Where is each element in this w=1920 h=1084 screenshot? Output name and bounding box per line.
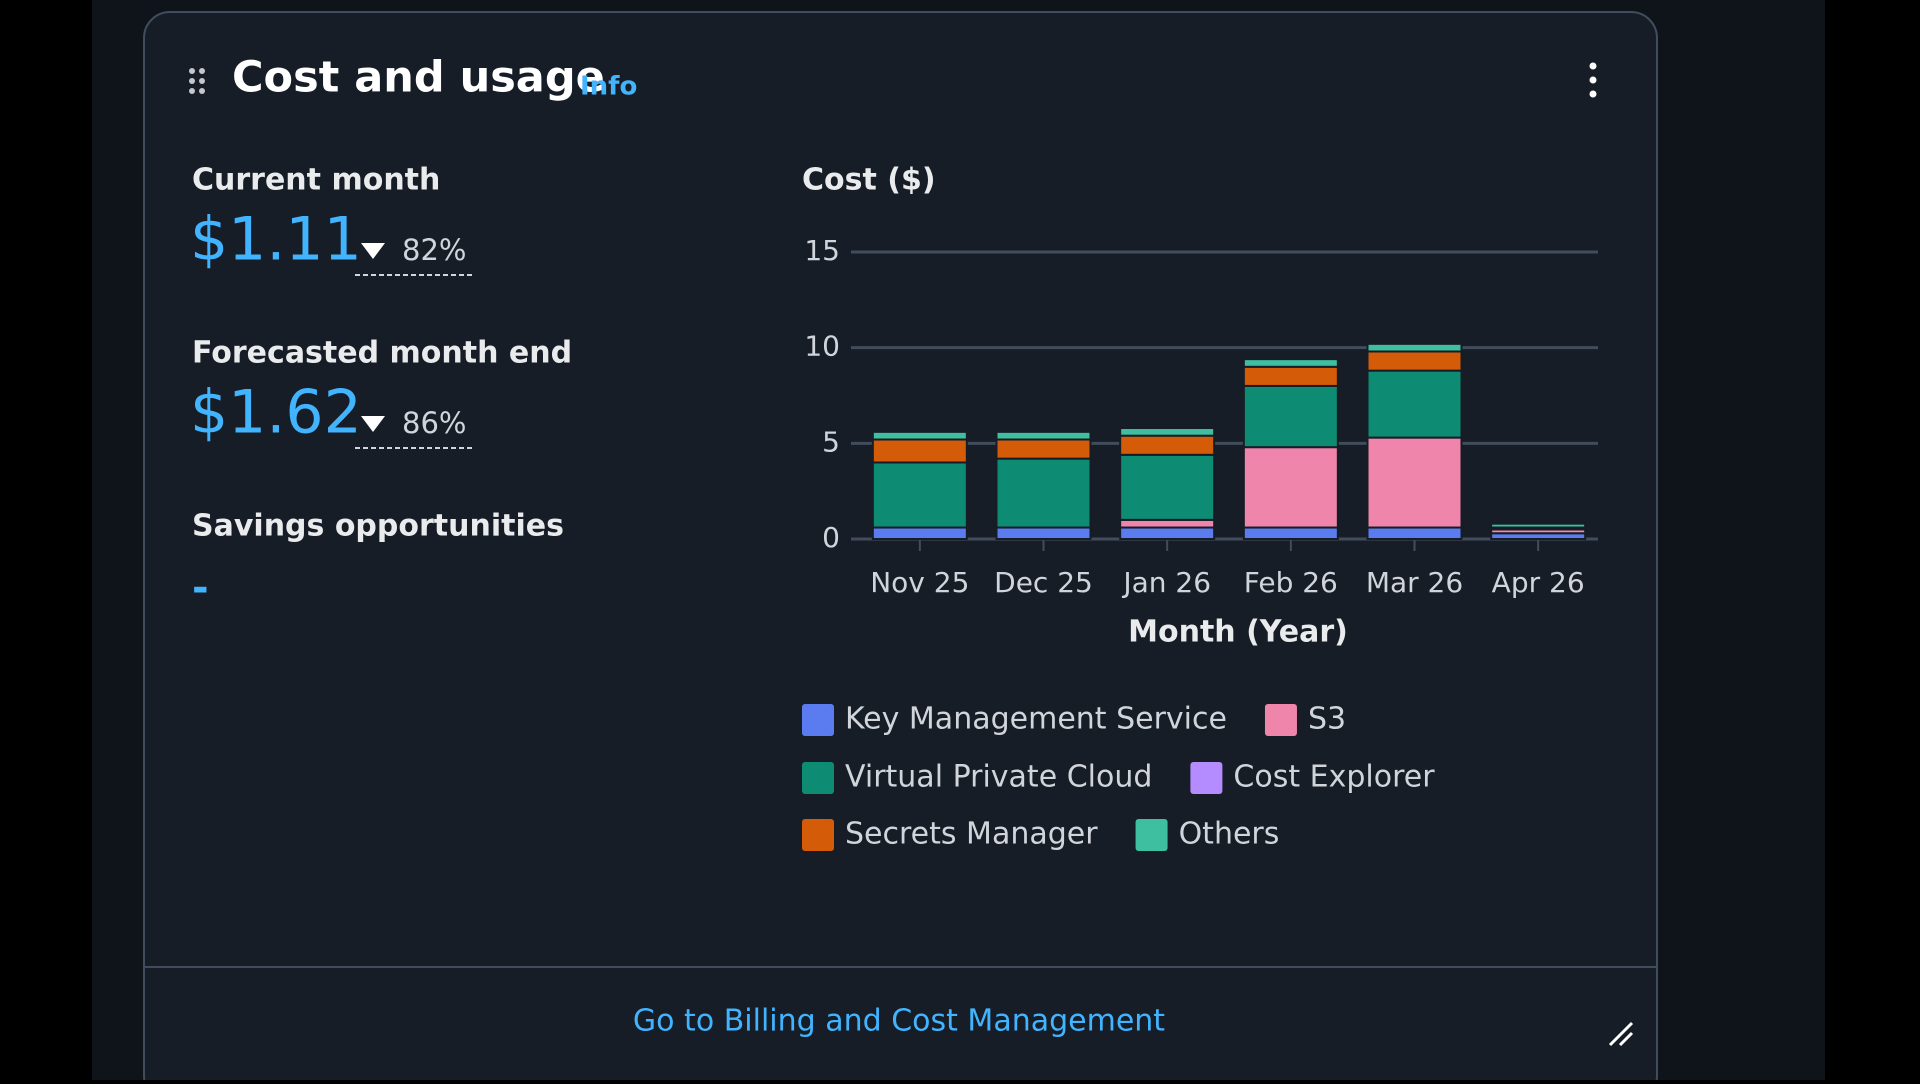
legend-swatch bbox=[1135, 819, 1168, 851]
more-menu[interactable] bbox=[1589, 62, 1597, 98]
drag-handle[interactable] bbox=[189, 68, 205, 94]
legend-swatch bbox=[1264, 704, 1297, 736]
legend-label: Key Management Service bbox=[845, 702, 1227, 737]
y-tick-label: 15 bbox=[804, 234, 840, 267]
metric-value: - bbox=[192, 565, 209, 611]
metric-change: 86% bbox=[402, 406, 466, 440]
bar-segment bbox=[871, 438, 968, 464]
bar-segment bbox=[871, 430, 968, 441]
metric-label: Current month bbox=[192, 163, 440, 198]
card-title: Cost and usage bbox=[232, 53, 605, 103]
y-axis-title: Cost ($) bbox=[802, 163, 936, 198]
bar-segment bbox=[1119, 434, 1216, 456]
bar-segment bbox=[1242, 446, 1339, 529]
bar-segment bbox=[1366, 342, 1463, 353]
bar-segment bbox=[995, 526, 1092, 541]
bar-segment bbox=[871, 526, 968, 541]
metric-label: Forecasted month end bbox=[192, 336, 572, 371]
y-tick-label: 10 bbox=[804, 330, 840, 363]
legend-label: Virtual Private Cloud bbox=[845, 760, 1152, 795]
bar-segment bbox=[1366, 350, 1463, 372]
x-axis-title: Month (Year) bbox=[1128, 615, 1348, 650]
legend-label: Cost Explorer bbox=[1233, 760, 1435, 795]
y-tick-label: 0 bbox=[822, 521, 840, 554]
bar-segment bbox=[1366, 369, 1463, 439]
bar-segment bbox=[995, 430, 1092, 441]
down-icon bbox=[361, 243, 385, 259]
legend-swatch bbox=[802, 762, 834, 794]
bar-segment bbox=[1242, 365, 1339, 387]
x-tick-label: Nov 25 bbox=[870, 566, 969, 599]
legend-swatch bbox=[802, 704, 834, 736]
bar-segment bbox=[1366, 436, 1463, 529]
legend-label: Secrets Manager bbox=[845, 817, 1098, 852]
legend-label: Others bbox=[1179, 817, 1280, 852]
footer-link[interactable]: Go to Billing and Cost Management bbox=[633, 1004, 1165, 1039]
bar-segment bbox=[1242, 384, 1339, 449]
metric-change: 82% bbox=[402, 233, 466, 267]
metric-label: Savings opportunities bbox=[192, 509, 564, 544]
bar-segment bbox=[1119, 427, 1216, 437]
x-tick-label: Apr 26 bbox=[1492, 566, 1585, 599]
x-tick-label: Jan 26 bbox=[1121, 566, 1211, 599]
bar-segment bbox=[1490, 522, 1587, 529]
bar-segment bbox=[1242, 526, 1339, 541]
bar-segment bbox=[995, 457, 1092, 529]
down-icon bbox=[361, 416, 385, 432]
bar-segment bbox=[871, 461, 968, 529]
x-tick-label: Dec 25 bbox=[994, 566, 1093, 599]
bar-segment bbox=[1242, 358, 1339, 368]
metric-value: $1.62 bbox=[190, 378, 362, 448]
y-tick-label: 5 bbox=[822, 425, 840, 458]
bar-segment bbox=[1119, 518, 1216, 529]
bar-segment bbox=[995, 438, 1092, 460]
legend-label: S3 bbox=[1308, 702, 1346, 737]
bar-segment bbox=[1366, 526, 1463, 541]
resize-handle[interactable] bbox=[1608, 1021, 1634, 1047]
info-link[interactable]: Info bbox=[580, 72, 637, 102]
x-tick-label: Mar 26 bbox=[1366, 566, 1463, 599]
legend-swatch bbox=[1190, 762, 1223, 794]
x-tick-label: Feb 26 bbox=[1244, 566, 1338, 599]
bar-segment bbox=[1119, 526, 1216, 541]
metric-value: $1.11 bbox=[190, 205, 362, 275]
card bbox=[143, 11, 1658, 1084]
bar-segment bbox=[1119, 453, 1216, 521]
legend-swatch bbox=[802, 819, 834, 851]
